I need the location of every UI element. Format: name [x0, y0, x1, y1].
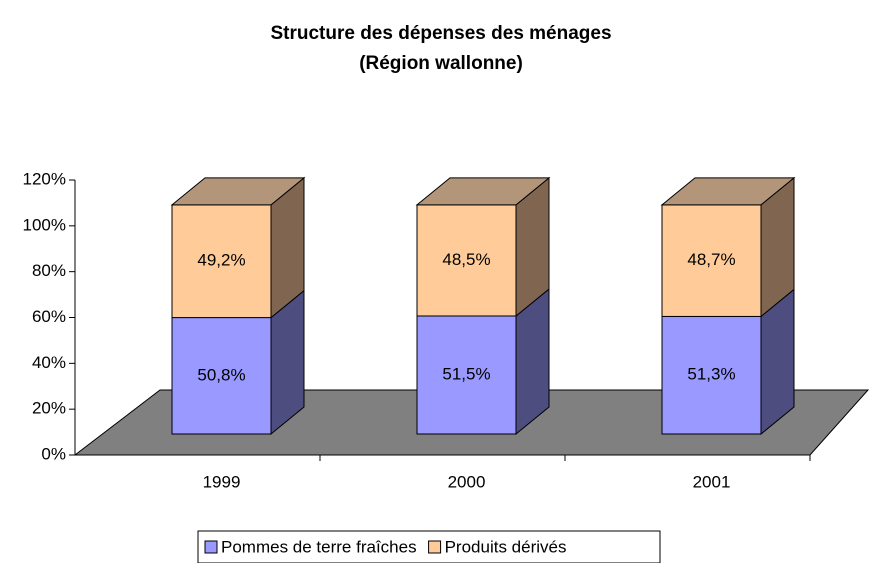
x-tick-label: 2001: [693, 472, 731, 491]
chart-title: Structure des dépenses des ménages: [270, 23, 611, 44]
legend-label: Produits dérivés: [445, 537, 567, 556]
y-tick-label: 100%: [23, 215, 66, 234]
bar: [661, 204, 762, 317]
y-tick-label: 20%: [32, 399, 66, 418]
y-tick-label: 40%: [32, 353, 66, 372]
legend-label: Pommes de terre fraîches: [221, 537, 417, 556]
bar: [661, 315, 762, 435]
bar: [171, 204, 272, 319]
bar: [171, 317, 272, 435]
y-tick-label: 0%: [41, 444, 66, 463]
x-tick-label: 1999: [203, 472, 241, 491]
legend-swatch: [428, 540, 442, 554]
bar: [416, 204, 517, 317]
legend-swatch: [204, 540, 218, 554]
bar: [416, 315, 517, 435]
y-tick-label: 60%: [32, 307, 66, 326]
data-label: 50,8%: [197, 365, 245, 384]
y-tick-label: 120%: [23, 169, 66, 188]
data-label: 48,5%: [442, 250, 490, 269]
x-tick-label: 2000: [448, 472, 486, 491]
chart-title: (Région wallonne): [359, 53, 523, 74]
data-label: 51,3%: [687, 365, 735, 384]
data-label: 51,5%: [442, 364, 490, 383]
bar-top: [660, 177, 796, 206]
bar-top: [415, 177, 551, 206]
data-label: 48,7%: [687, 250, 735, 269]
bar-top: [170, 177, 306, 206]
data-label: 49,2%: [197, 251, 245, 270]
y-tick-label: 80%: [32, 261, 66, 280]
